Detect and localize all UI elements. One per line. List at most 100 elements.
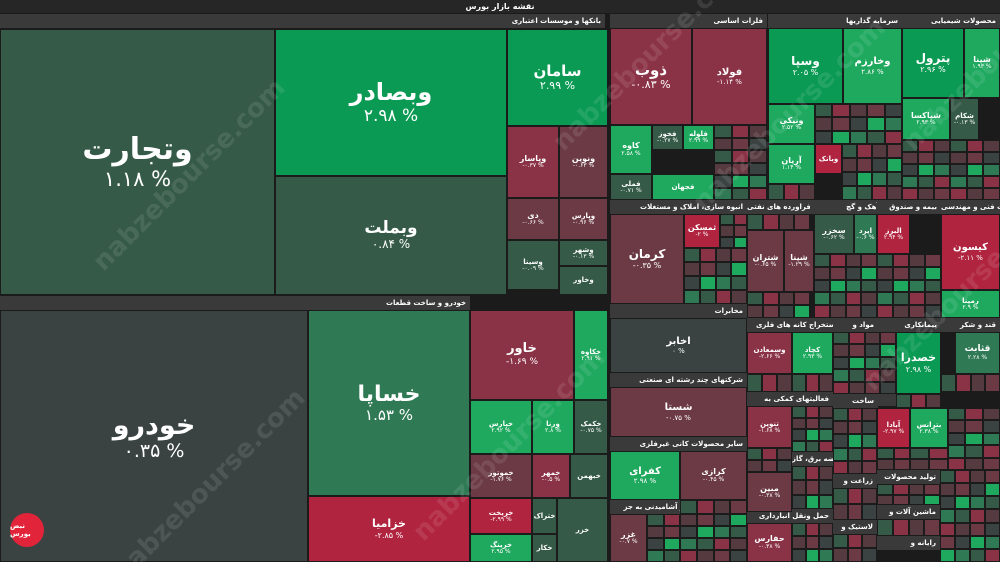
small-stock-cell[interactable]	[747, 305, 763, 318]
small-stock-cell[interactable]	[730, 500, 747, 514]
small-stock-cell[interactable]	[647, 526, 664, 538]
small-stock-cell[interactable]	[893, 459, 910, 470]
small-stock-cell[interactable]	[699, 276, 716, 290]
small-stock-cell[interactable]	[970, 374, 986, 392]
small-stock-cell[interactable]	[792, 494, 806, 509]
small-stock-cell[interactable]	[966, 152, 984, 164]
small-stock-cell[interactable]	[847, 460, 863, 474]
small-stock-cell[interactable]	[925, 254, 941, 267]
stock-cell[interactable]: البرز ۲.۹۴ %	[877, 214, 910, 254]
small-stock-cell[interactable]	[955, 496, 970, 510]
stock-cell[interactable]: ونیکی ۲.۵۲ %	[768, 104, 815, 144]
small-stock-cell[interactable]	[893, 448, 910, 459]
small-stock-cell[interactable]	[805, 466, 820, 481]
small-stock-cell[interactable]	[872, 186, 887, 200]
small-stock-cell[interactable]	[983, 164, 1000, 176]
small-stock-cell[interactable]	[845, 266, 862, 280]
small-stock-cell[interactable]	[908, 494, 925, 505]
small-stock-cell[interactable]	[814, 292, 830, 306]
small-stock-cell[interactable]	[847, 421, 863, 435]
small-stock-cell[interactable]	[880, 332, 896, 345]
stock-cell[interactable]: وبصادر ۲.۹۸ %	[275, 29, 507, 176]
stock-cell[interactable]: سامان ۲.۹۹ %	[507, 29, 608, 126]
small-stock-cell[interactable]	[847, 488, 863, 504]
stock-cell[interactable]: خرینگ ۲.۹۵ %	[470, 534, 532, 562]
stock-cell[interactable]: ورنا ۲.۸ %	[532, 400, 574, 454]
small-stock-cell[interactable]	[697, 538, 714, 550]
small-stock-cell[interactable]	[955, 548, 970, 562]
small-stock-cell[interactable]	[861, 279, 877, 293]
small-stock-cell[interactable]	[950, 188, 967, 200]
small-stock-cell[interactable]	[833, 408, 848, 422]
small-stock-cell[interactable]	[857, 186, 872, 200]
small-stock-cell[interactable]	[792, 406, 806, 418]
small-stock-cell[interactable]	[862, 408, 877, 422]
small-stock-cell[interactable]	[965, 432, 983, 446]
small-stock-cell[interactable]	[857, 172, 872, 186]
stock-cell[interactable]: خساپا ۱.۵۳ %	[308, 310, 470, 496]
stock-cell[interactable]: کفرای ۲.۹۸ %	[610, 451, 680, 500]
stock-cell[interactable]: مبین -۰.۳۸ %	[747, 472, 792, 512]
small-stock-cell[interactable]	[934, 188, 950, 200]
stock-cell[interactable]: وخارزم ۲.۸۶ %	[843, 28, 902, 104]
small-stock-cell[interactable]	[749, 125, 767, 138]
small-stock-cell[interactable]	[985, 483, 1000, 497]
small-stock-cell[interactable]	[713, 526, 731, 538]
small-stock-cell[interactable]	[893, 279, 909, 293]
stock-cell[interactable]: وپاسار -۰.۳۷ %	[507, 126, 559, 198]
small-stock-cell[interactable]	[833, 548, 848, 562]
small-stock-cell[interactable]	[983, 188, 1000, 200]
stock-cell[interactable]: آبادا -۲.۹۷ %	[877, 408, 910, 448]
small-stock-cell[interactable]	[872, 144, 887, 158]
small-stock-cell[interactable]	[805, 417, 820, 429]
small-stock-cell[interactable]	[862, 534, 877, 548]
small-stock-cell[interactable]	[733, 214, 747, 226]
small-stock-cell[interactable]	[847, 447, 863, 461]
stock-cell[interactable]: شپنا ۱.۹۳ %	[964, 28, 1000, 98]
small-stock-cell[interactable]	[982, 457, 1000, 470]
stock-cell[interactable]: خمهر -۰.۵ %	[532, 454, 570, 498]
small-stock-cell[interactable]	[845, 305, 862, 318]
small-stock-cell[interactable]	[805, 429, 820, 441]
small-stock-cell[interactable]	[862, 548, 877, 562]
small-stock-cell[interactable]	[715, 290, 732, 304]
stock-cell[interactable]: اخابر ۰ %	[610, 318, 747, 373]
small-stock-cell[interactable]	[877, 279, 893, 293]
small-stock-cell[interactable]	[720, 225, 734, 237]
small-stock-cell[interactable]	[970, 522, 985, 536]
stock-cell[interactable]: وبملت ۰.۸۴ %	[275, 176, 507, 295]
small-stock-cell[interactable]	[731, 248, 747, 262]
small-stock-cell[interactable]	[730, 514, 747, 526]
small-stock-cell[interactable]	[847, 534, 863, 548]
small-stock-cell[interactable]	[749, 175, 767, 188]
small-stock-cell[interactable]	[929, 459, 948, 470]
small-stock-cell[interactable]	[714, 125, 732, 138]
stock-cell[interactable]: وسمعادن -۲.۶۶ %	[747, 332, 792, 374]
small-stock-cell[interactable]	[731, 290, 747, 304]
small-stock-cell[interactable]	[814, 305, 830, 318]
small-stock-cell[interactable]	[857, 158, 872, 172]
small-stock-cell[interactable]	[909, 266, 925, 280]
small-stock-cell[interactable]	[805, 494, 820, 509]
small-stock-cell[interactable]	[833, 356, 849, 370]
small-stock-cell[interactable]	[829, 292, 846, 306]
stock-cell[interactable]: خزر	[557, 498, 608, 562]
small-stock-cell[interactable]	[819, 466, 833, 481]
stock-cell[interactable]: خپارس ۲.۹۲ %	[470, 400, 532, 454]
small-stock-cell[interactable]	[918, 188, 934, 200]
stock-cell[interactable]: وسپا ۲.۰۵ %	[768, 28, 843, 104]
small-stock-cell[interactable]	[777, 374, 792, 392]
small-stock-cell[interactable]	[934, 140, 950, 152]
small-stock-cell[interactable]	[714, 175, 732, 188]
small-stock-cell[interactable]	[872, 158, 887, 172]
small-stock-cell[interactable]	[814, 279, 830, 293]
small-stock-cell[interactable]	[805, 440, 820, 452]
small-stock-cell[interactable]	[985, 548, 1000, 562]
small-stock-cell[interactable]	[955, 509, 970, 523]
small-stock-cell[interactable]	[731, 137, 750, 150]
small-stock-cell[interactable]	[970, 509, 985, 523]
small-stock-cell[interactable]	[768, 184, 784, 200]
small-stock-cell[interactable]	[747, 448, 762, 460]
small-stock-cell[interactable]	[966, 176, 984, 188]
small-stock-cell[interactable]	[884, 130, 902, 144]
